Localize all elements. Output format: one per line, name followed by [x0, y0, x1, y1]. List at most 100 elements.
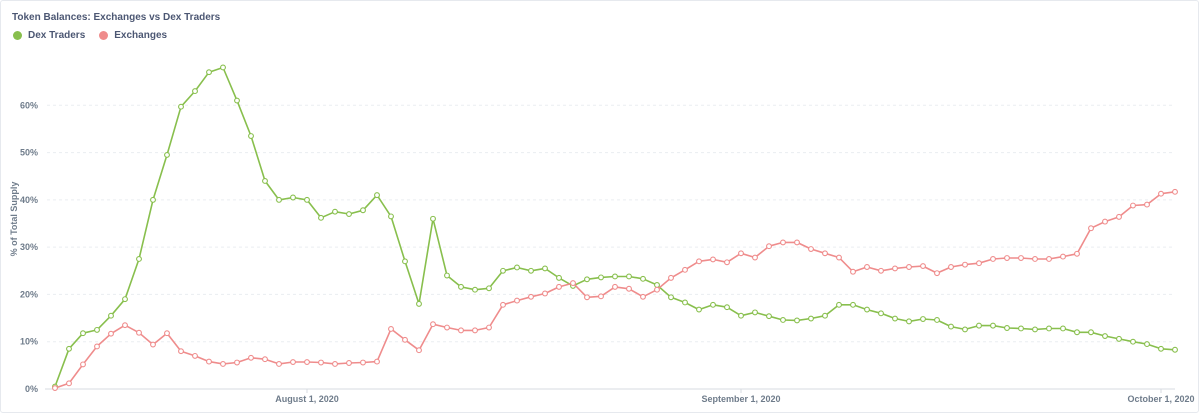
data-point[interactable] — [66, 345, 72, 352]
data-point[interactable] — [1102, 218, 1108, 225]
data-point[interactable] — [1144, 201, 1150, 208]
data-point[interactable] — [416, 347, 422, 354]
data-point[interactable] — [444, 324, 450, 331]
data-point[interactable] — [542, 265, 548, 272]
data-point[interactable] — [724, 259, 730, 266]
data-point[interactable] — [1074, 329, 1080, 336]
data-point[interactable] — [136, 329, 142, 336]
data-point[interactable] — [668, 274, 674, 281]
data-point[interactable] — [360, 207, 366, 214]
data-point[interactable] — [500, 301, 506, 308]
data-point[interactable] — [486, 285, 492, 292]
data-point[interactable] — [906, 318, 912, 325]
data-point[interactable] — [444, 272, 450, 279]
data-point[interactable] — [1032, 326, 1038, 333]
data-point[interactable] — [640, 293, 646, 300]
data-point[interactable] — [374, 358, 380, 365]
data-point[interactable] — [332, 360, 338, 367]
data-point[interactable] — [780, 239, 786, 246]
data-point[interactable] — [164, 330, 170, 337]
data-point[interactable] — [1074, 250, 1080, 257]
data-point[interactable] — [808, 315, 814, 322]
data-point[interactable] — [66, 380, 72, 387]
data-point[interactable] — [108, 312, 114, 319]
data-point[interactable] — [486, 324, 492, 331]
data-point[interactable] — [514, 264, 520, 271]
data-point[interactable] — [276, 196, 282, 203]
data-point[interactable] — [234, 359, 240, 366]
data-point[interactable] — [612, 283, 618, 290]
data-point[interactable] — [1172, 188, 1178, 195]
data-point[interactable] — [1060, 325, 1066, 332]
data-point[interactable] — [290, 194, 296, 201]
data-point[interactable] — [388, 325, 394, 332]
legend-item-dex-traders[interactable]: Dex Traders — [13, 30, 85, 41]
data-point[interactable] — [892, 265, 898, 272]
data-point[interactable] — [794, 239, 800, 246]
data-point[interactable] — [290, 359, 296, 365]
data-point[interactable] — [808, 246, 814, 252]
data-point[interactable] — [640, 275, 646, 282]
data-point[interactable] — [710, 256, 716, 263]
data-point[interactable] — [234, 97, 240, 104]
data-point[interactable] — [1088, 225, 1094, 232]
data-point[interactable] — [402, 336, 408, 343]
data-point[interactable] — [178, 103, 184, 110]
data-point[interactable] — [710, 301, 716, 308]
data-point[interactable] — [1158, 345, 1164, 352]
legend-item-exchanges[interactable]: Exchanges — [99, 30, 167, 41]
data-point[interactable] — [52, 385, 58, 392]
data-point[interactable] — [402, 258, 408, 265]
data-point[interactable] — [864, 306, 870, 313]
data-point[interactable] — [962, 261, 968, 268]
data-point[interactable] — [1018, 325, 1024, 332]
data-point[interactable] — [920, 263, 926, 270]
data-point[interactable] — [738, 312, 744, 319]
data-point[interactable] — [1060, 253, 1066, 260]
data-point[interactable] — [724, 304, 730, 311]
data-point[interactable] — [556, 274, 562, 281]
data-point[interactable] — [178, 348, 184, 355]
data-point[interactable] — [80, 330, 86, 337]
data-point[interactable] — [472, 327, 478, 334]
data-point[interactable] — [822, 250, 828, 257]
data-point[interactable] — [654, 282, 660, 288]
data-point[interactable] — [920, 316, 926, 322]
data-point[interactable] — [206, 69, 212, 76]
data-point[interactable] — [1102, 333, 1108, 339]
data-point[interactable] — [416, 300, 422, 307]
data-point[interactable] — [136, 256, 142, 262]
data-point[interactable] — [696, 306, 702, 313]
data-point[interactable] — [976, 260, 982, 267]
data-point[interactable] — [150, 341, 156, 348]
data-point[interactable] — [262, 356, 268, 363]
data-point[interactable] — [836, 301, 842, 308]
data-point[interactable] — [318, 359, 324, 366]
data-point[interactable] — [80, 361, 86, 368]
data-point[interactable] — [94, 343, 100, 350]
data-point[interactable] — [388, 213, 394, 220]
data-point[interactable] — [122, 296, 128, 303]
data-point[interactable] — [276, 360, 282, 367]
data-point[interactable] — [458, 283, 464, 290]
data-point[interactable] — [430, 215, 436, 222]
data-point[interactable] — [556, 283, 562, 290]
data-point[interactable] — [976, 322, 982, 329]
data-point[interactable] — [696, 258, 702, 265]
data-point[interactable] — [430, 321, 436, 328]
data-point[interactable] — [878, 310, 884, 317]
data-point[interactable] — [304, 196, 310, 203]
data-point[interactable] — [458, 327, 464, 334]
data-point[interactable] — [1130, 202, 1136, 209]
data-point[interactable] — [934, 317, 940, 323]
data-point[interactable] — [514, 297, 520, 304]
data-point[interactable] — [766, 313, 772, 320]
data-point[interactable] — [1004, 325, 1010, 331]
data-point[interactable] — [766, 243, 772, 250]
data-point[interactable] — [612, 273, 618, 280]
data-point[interactable] — [948, 264, 954, 270]
data-point[interactable] — [598, 293, 604, 300]
data-point[interactable] — [1172, 346, 1178, 353]
data-point[interactable] — [360, 359, 366, 366]
data-point[interactable] — [948, 323, 954, 330]
